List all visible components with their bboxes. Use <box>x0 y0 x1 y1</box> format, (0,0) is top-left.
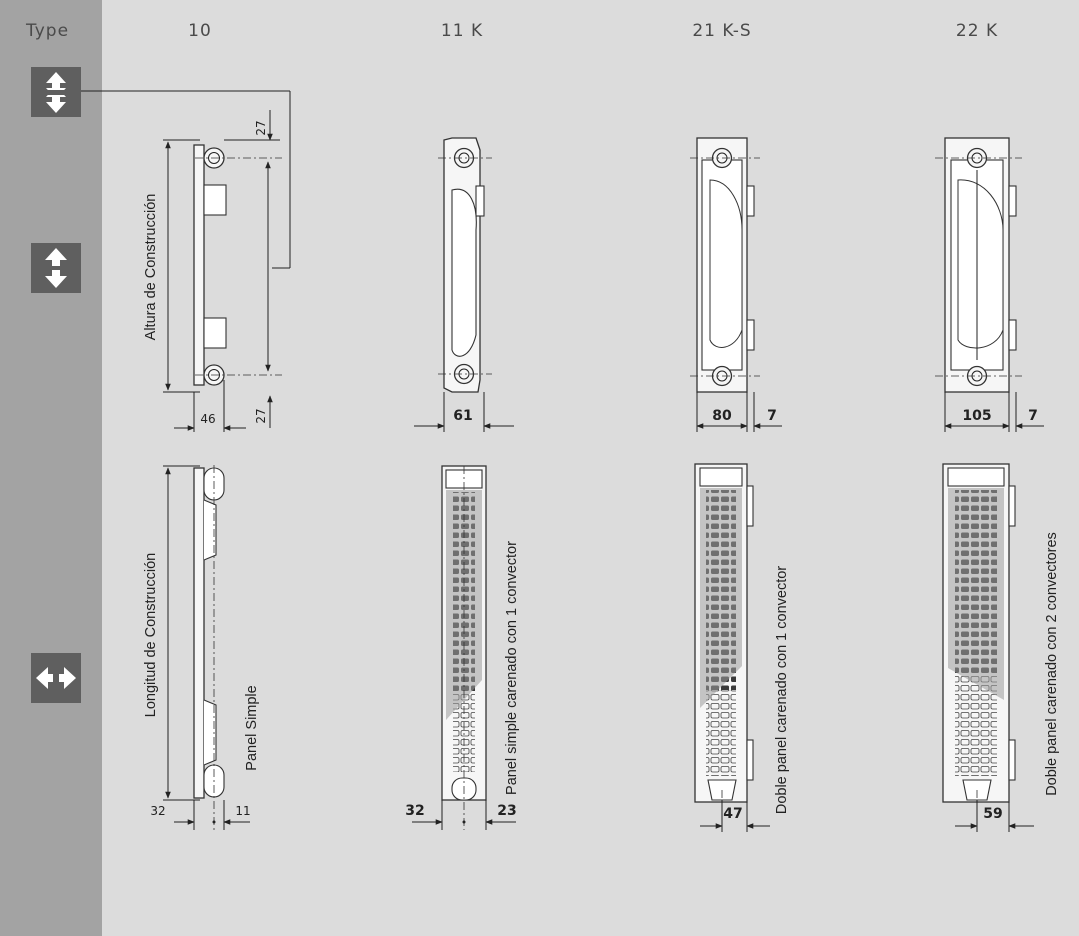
dim-11k-right: 23 <box>497 803 516 819</box>
side-view-type-21ks <box>690 137 782 432</box>
vertical-arrows-icon <box>31 243 81 293</box>
dim-bottom-27: 27 <box>254 408 268 423</box>
front-label-21ks: Doble panel carenado con 1 convector <box>774 566 790 814</box>
front-view-type-22k <box>942 463 1034 832</box>
front-view-type-11k <box>412 465 516 830</box>
front-view-type-21ks <box>694 463 770 832</box>
length-axis-label: Longitud de Construcción <box>143 553 159 717</box>
horizontal-arrows-icon <box>31 653 81 703</box>
dim-width-21ks: 80 <box>712 408 732 424</box>
column-header-10: 10 <box>188 21 212 41</box>
dim-10-left: 32 <box>150 804 165 818</box>
type-label: Type <box>25 21 69 41</box>
dim-width-10: 46 <box>200 412 215 426</box>
dim-11k-left: 32 <box>405 803 424 819</box>
front-label-22k: Doble panel carenado con 2 convectores <box>1044 532 1060 796</box>
side-view-type-11k <box>414 137 514 432</box>
dim-10-right: 11 <box>235 804 250 818</box>
dim-width-11k: 61 <box>453 408 472 424</box>
content-area <box>102 0 1079 936</box>
side-view-type-22k <box>935 137 1044 432</box>
front-label-10: Panel Simple <box>244 685 260 770</box>
double-vertical-arrows-icon <box>31 67 81 117</box>
dim-offset-22k: 7 <box>1028 408 1038 424</box>
column-header-22k: 22 K <box>956 21 998 41</box>
dim-offset-21ks: 7 <box>767 408 777 424</box>
side-view-type-10 <box>163 110 282 432</box>
dim-width-22k: 105 <box>962 408 991 424</box>
column-header-21ks: 21 K-S <box>692 21 751 41</box>
height-axis-label: Altura de Construcción <box>143 194 159 341</box>
front-label-11k: Panel simple carenado con 1 convector <box>504 541 520 795</box>
sidebar <box>0 0 102 936</box>
dim-22k: 59 <box>983 806 1002 822</box>
column-header-11k: 11 K <box>441 21 483 41</box>
dim-top-27: 27 <box>254 120 268 135</box>
dim-21ks: 47 <box>723 806 742 822</box>
front-view-type-10 <box>163 465 250 830</box>
